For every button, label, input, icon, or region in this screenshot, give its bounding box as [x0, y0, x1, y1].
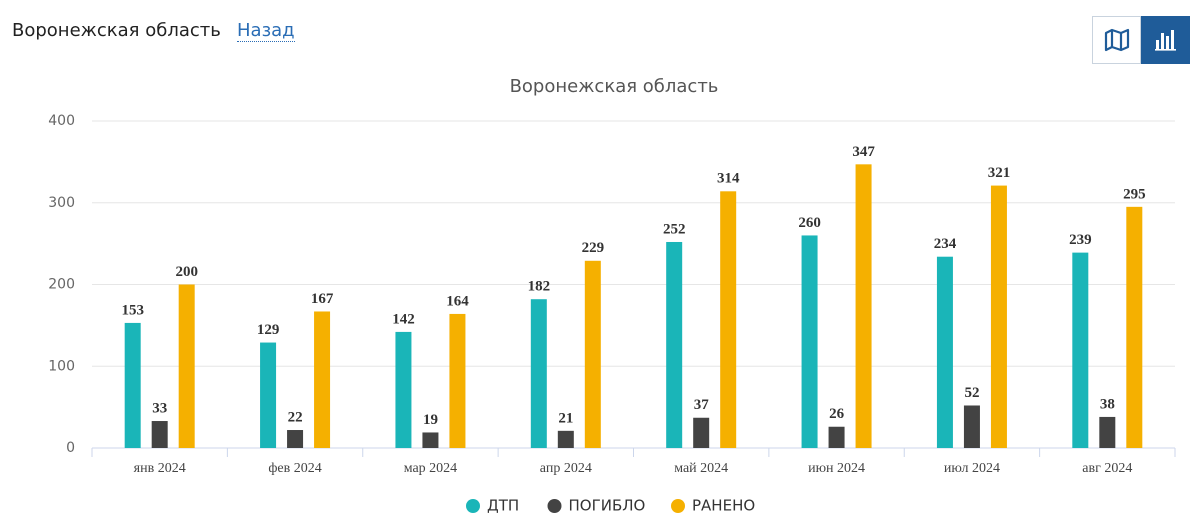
legend-marker: [671, 499, 685, 513]
x-tick-label: мар 2024: [404, 461, 457, 476]
bar: [557, 430, 574, 448]
value-label: 22: [288, 409, 303, 425]
x-tick-label: июн 2024: [808, 461, 865, 476]
bar: [828, 426, 845, 448]
bar: [287, 430, 304, 448]
value-label: 260: [798, 215, 821, 231]
bar: [963, 405, 980, 448]
value-label: 252: [663, 221, 686, 237]
map-view-button[interactable]: [1092, 16, 1141, 64]
bar: [855, 164, 872, 448]
y-tick-label: 0: [66, 440, 75, 456]
bar: [1126, 206, 1143, 448]
chart: Воронежская область 0 100 200 300 400 янв 202…: [48, 76, 1176, 515]
value-label: 33: [152, 400, 167, 416]
y-tick-label: 400: [48, 113, 75, 129]
legend-marker: [466, 499, 480, 513]
value-label: 19: [423, 412, 438, 428]
value-label: 229: [582, 240, 605, 256]
bar: [1072, 252, 1089, 448]
y-tick-label: 100: [48, 358, 75, 374]
value-label: 142: [392, 311, 415, 327]
bar: [178, 284, 195, 448]
y-tick-label: 200: [48, 277, 75, 293]
bar: [530, 299, 547, 448]
legend-label: ПОГИБЛО: [569, 497, 646, 515]
x-tick-label: май 2024: [674, 461, 728, 476]
value-label: 21: [558, 410, 573, 426]
legend-marker: [547, 499, 562, 513]
map-icon: [1104, 28, 1129, 52]
bar: [449, 313, 466, 448]
bar: [990, 185, 1007, 448]
value-label: 321: [988, 165, 1011, 181]
value-label: 200: [175, 264, 198, 280]
bar: [314, 311, 331, 448]
bar: [693, 417, 710, 448]
y-tick-label: 300: [48, 195, 75, 211]
bar: [422, 432, 439, 448]
bar: [151, 421, 168, 448]
bar: [936, 256, 953, 448]
back-link[interactable]: Назад: [237, 20, 295, 42]
value-label: 52: [964, 385, 979, 401]
page-title: Воронежская область: [12, 20, 221, 41]
value-label: 182: [528, 279, 551, 295]
bar: [260, 342, 277, 448]
x-tick-label: апр 2024: [540, 461, 592, 476]
legend-label: ДТП: [487, 497, 519, 515]
value-label: 26: [829, 406, 845, 422]
value-label: 239: [1069, 232, 1092, 248]
chart-title: Воронежская область: [510, 76, 719, 97]
x-tick-label: фев 2024: [268, 461, 321, 476]
x-tick-label: янв 2024: [134, 461, 186, 476]
value-label: 38: [1100, 396, 1115, 412]
x-tick-label: июл 2024: [944, 461, 1000, 476]
value-label: 37: [694, 397, 710, 413]
bar: [801, 235, 818, 448]
value-label: 234: [934, 236, 957, 252]
value-label: 295: [1123, 186, 1146, 202]
chart-icon: [1154, 30, 1176, 51]
bar: [666, 241, 683, 448]
bar: [720, 191, 737, 448]
value-label: 314: [717, 171, 740, 187]
bar: [395, 331, 412, 448]
x-tick-label: авг 2024: [1082, 461, 1132, 476]
value-label: 164: [446, 293, 469, 309]
bar: [124, 322, 141, 448]
value-label: 167: [311, 291, 334, 307]
bar: [584, 260, 601, 448]
value-label: 153: [121, 302, 144, 318]
chart-view-button[interactable]: [1141, 16, 1190, 64]
value-label: 129: [257, 322, 280, 338]
bar: [1099, 416, 1116, 448]
legend-label: РАНЕНО: [692, 497, 755, 515]
value-label: 347: [852, 144, 875, 160]
